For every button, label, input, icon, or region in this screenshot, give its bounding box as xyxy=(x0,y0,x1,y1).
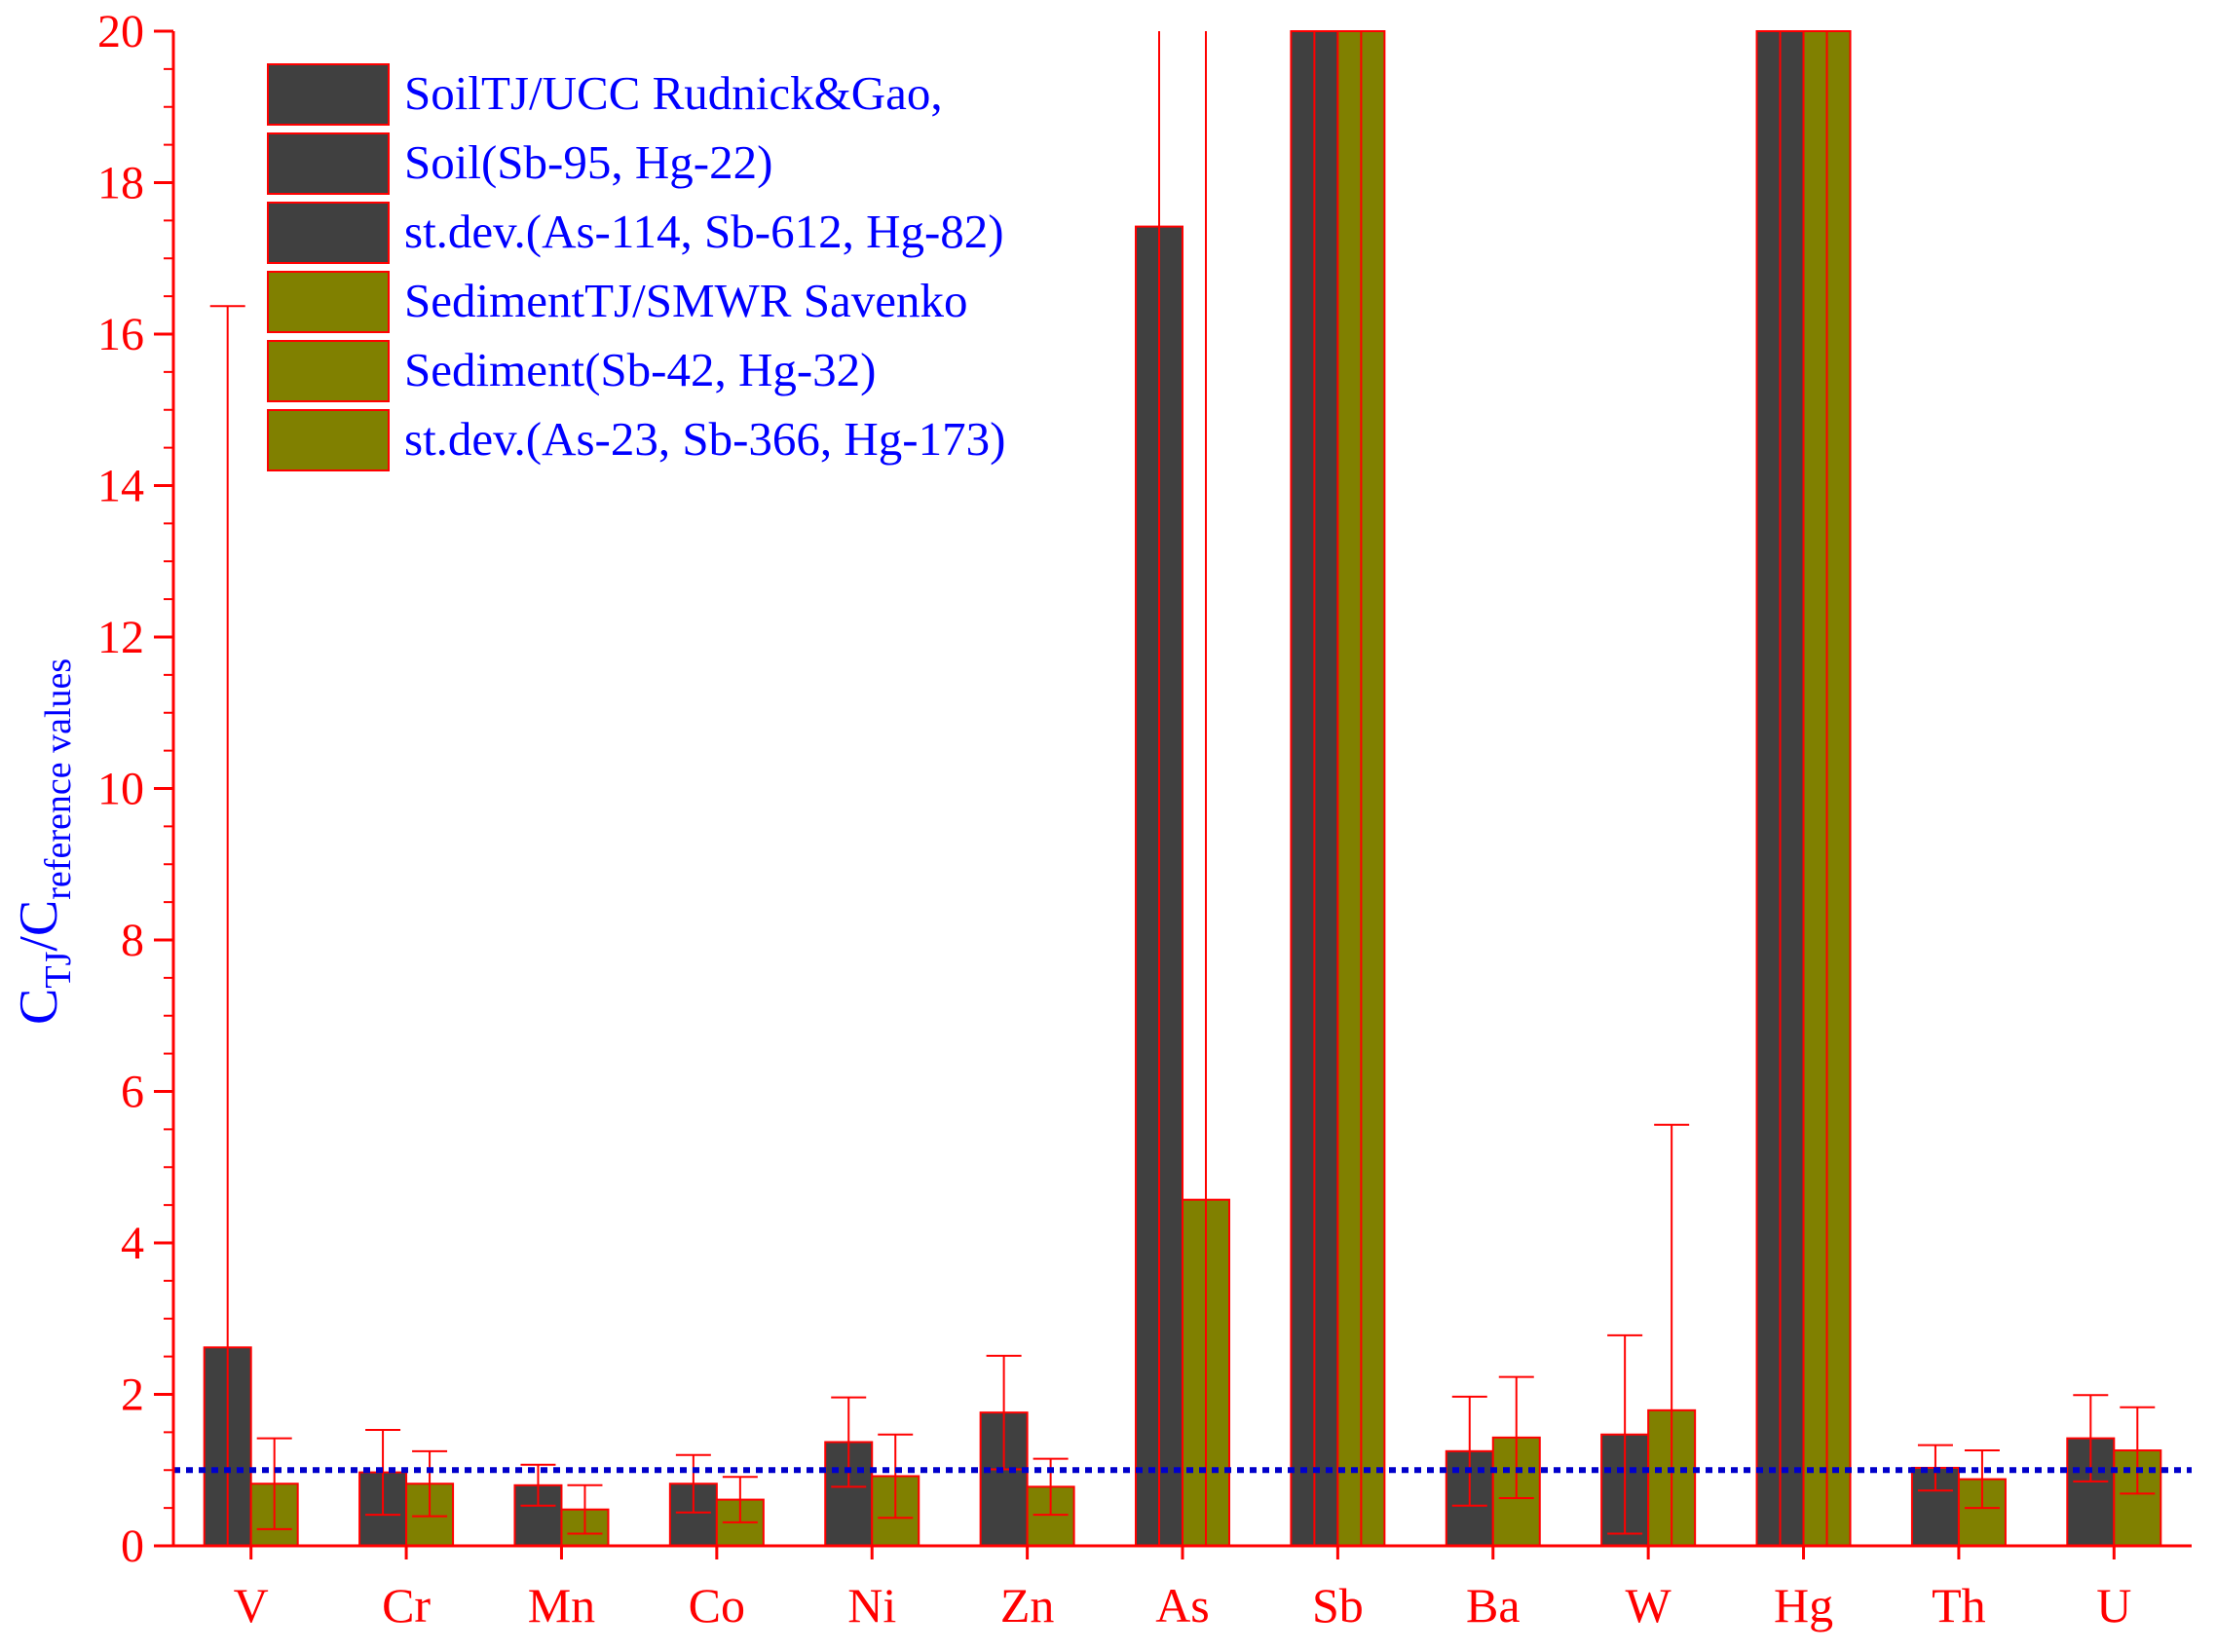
y-tick-label-12: 12 xyxy=(97,612,144,663)
x-tick-label-cr: Cr xyxy=(382,1578,431,1633)
legend-label-1: SoilTJ/UCC Rudnick&Gao, xyxy=(404,66,943,120)
x-tick-label-ni: Ni xyxy=(847,1578,896,1633)
y-axis-label-main: C xyxy=(9,989,69,1025)
x-tick-label-th: Th xyxy=(1932,1578,1986,1633)
y-axis-label-sub2: reference values xyxy=(38,658,79,900)
error-bars-group xyxy=(209,31,2156,1546)
y-tick-label-16: 16 xyxy=(97,309,144,360)
y-tick-label-14: 14 xyxy=(97,461,144,512)
legend-label-3: st.dev.(As-114, Sb-612, Hg-82) xyxy=(404,205,1004,258)
legend-swatch-3 xyxy=(267,202,390,264)
bars-group xyxy=(203,30,2162,1548)
legend: SoilTJ/UCC Rudnick&Gao, Soil(Sb-95, Hg-22… xyxy=(267,63,1005,471)
x-tick-label-mn: Mn xyxy=(528,1578,595,1633)
x-tick-label-v: V xyxy=(234,1578,269,1633)
legend-swatch-5 xyxy=(267,340,390,402)
legend-label-2: Soil(Sb-95, Hg-22) xyxy=(404,135,772,189)
x-tick-label-hg: Hg xyxy=(1774,1578,1833,1633)
legend-swatch-1 xyxy=(267,63,390,126)
y-tick-label-8: 8 xyxy=(121,915,144,966)
y-tick-label-2: 2 xyxy=(121,1370,144,1421)
y-axis-label-slash: /C xyxy=(9,900,69,952)
y-axis-label-sub1: TJ xyxy=(38,952,79,989)
x-tick-label-zn: Zn xyxy=(1000,1578,1055,1633)
legend-label-6: st.dev.(As-23, Sb-366, Hg-173) xyxy=(404,412,1005,466)
legend-label-5: Sediment(Sb-42, Hg-32) xyxy=(404,343,877,396)
y-tick-label-10: 10 xyxy=(97,764,144,815)
x-tick-label-as: As xyxy=(1155,1578,1210,1633)
legend-swatch-2 xyxy=(267,132,390,195)
y-tick-label-18: 18 xyxy=(97,158,144,209)
y-axis-label: CTJ/Creference values xyxy=(9,658,79,1025)
legend-label-4: SedimentTJ/SMWR Savenko xyxy=(404,274,967,327)
y-tick-label-0: 0 xyxy=(121,1521,144,1572)
x-tick-label-sb: Sb xyxy=(1312,1578,1364,1633)
x-tick-label-co: Co xyxy=(689,1578,745,1633)
y-axis-label-group: CTJ/Creference values xyxy=(9,658,79,1025)
x-tick-label-u: U xyxy=(2096,1578,2131,1633)
y-tick-label-20: 20 xyxy=(97,6,144,57)
legend-swatch-6 xyxy=(267,409,390,471)
y-tick-label-6: 6 xyxy=(121,1067,144,1118)
x-tick-label-w: W xyxy=(1626,1578,1672,1633)
legend-swatch-4 xyxy=(267,271,390,333)
x-tick-label-ba: Ba xyxy=(1466,1578,1521,1633)
axes-group: V Cr Mn Co Ni Zn As Sb Ba W Hg Th U 0 2 4 6 8 10 12 14 16 18 20 xyxy=(97,6,2192,1633)
y-tick-label-4: 4 xyxy=(121,1218,144,1269)
